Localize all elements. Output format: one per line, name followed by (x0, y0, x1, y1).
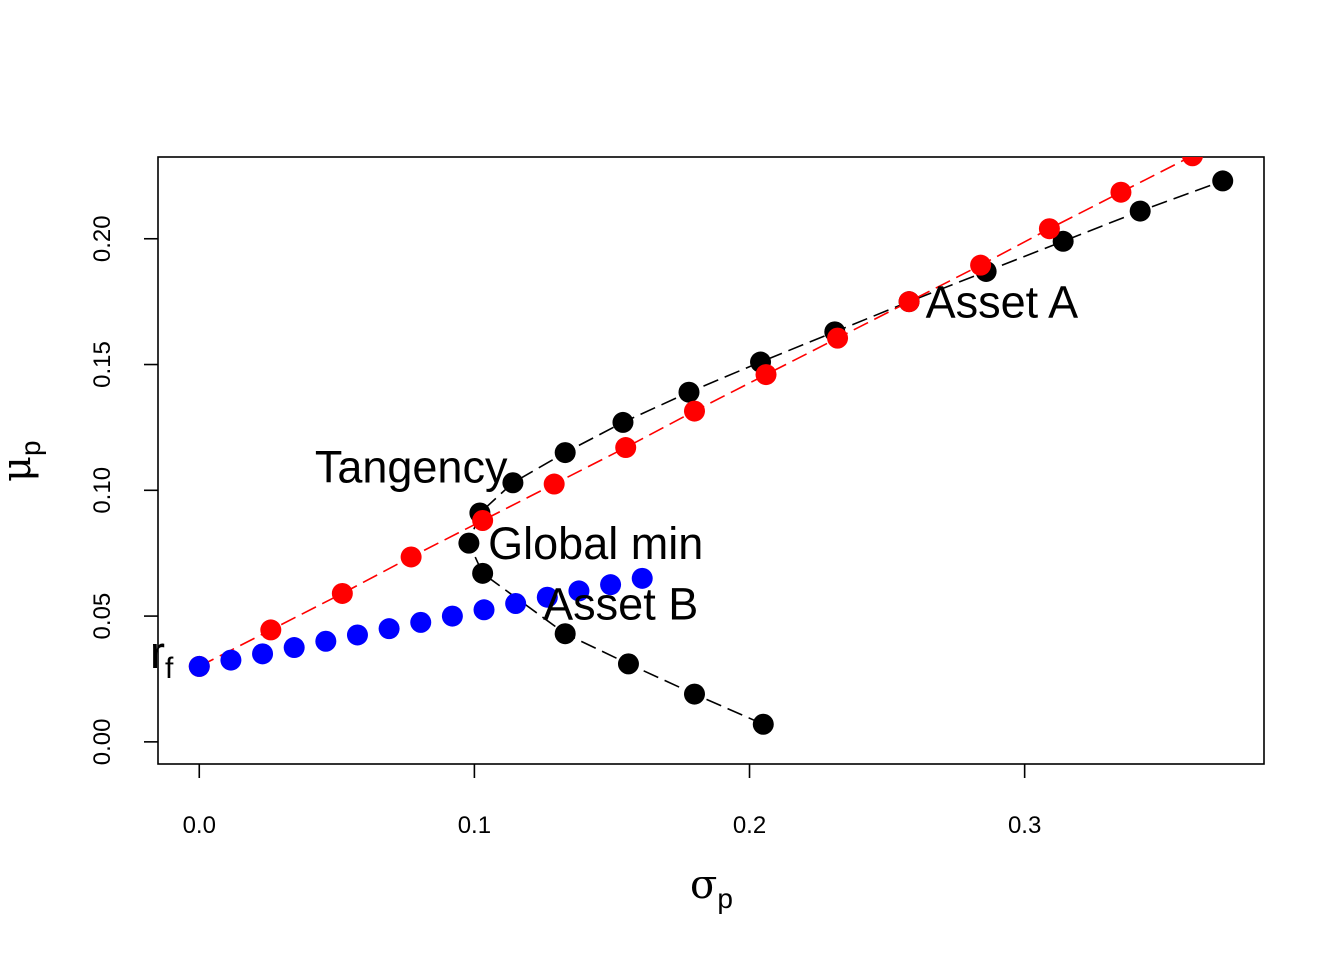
data-point (472, 562, 494, 584)
data-point (331, 582, 353, 604)
data-point (502, 472, 524, 494)
data-point (1212, 170, 1234, 192)
data-point (683, 400, 705, 422)
annotations: Asset A Asset B Global min Tangency (315, 277, 1078, 630)
data-point (568, 580, 590, 602)
data-point (755, 364, 777, 386)
data-point (315, 630, 337, 652)
rf-label: rf (150, 627, 174, 685)
data-point (472, 509, 494, 531)
annotation-label: Tangency (315, 441, 508, 492)
data-point (1182, 157, 1203, 167)
annotation-label: Asset B (543, 579, 698, 630)
x-tick-label: 0.1 (458, 812, 491, 839)
series-points (188, 157, 1234, 735)
data-point (827, 327, 849, 349)
y-axis-label: μp (0, 440, 46, 482)
data-point (683, 683, 705, 705)
plot-box (157, 156, 1265, 765)
data-point (410, 611, 432, 633)
data-point (970, 254, 992, 276)
y-tick-label: 0.00 (89, 719, 116, 766)
y-tick-label: 0.10 (89, 467, 116, 514)
y-tick-label: 0.15 (89, 341, 116, 388)
data-point (346, 624, 368, 646)
data-point (505, 593, 527, 615)
data-point (600, 574, 622, 596)
data-point (554, 442, 576, 464)
data-point (260, 619, 282, 641)
x-axis: 0.0 0.1 0.2 0.3 (183, 764, 1041, 839)
data-point (1129, 200, 1151, 222)
data-point (473, 599, 495, 621)
x-tick-label: 0.0 (183, 812, 216, 839)
data-point (220, 649, 242, 671)
y-axis: 0.00 0.05 0.10 0.15 0.20 (89, 215, 158, 765)
data-point (441, 605, 463, 627)
data-point (612, 411, 634, 433)
x-axis-label: σp (690, 862, 733, 914)
y-tick-label: 0.20 (89, 215, 116, 262)
data-point (252, 643, 274, 665)
data-point (678, 381, 700, 403)
data-point (1052, 230, 1074, 252)
annotation-label: Asset A (926, 277, 1079, 328)
data-point (1038, 218, 1060, 240)
data-point (898, 291, 920, 313)
data-point (283, 637, 305, 659)
y-tick-label: 0.05 (89, 593, 116, 640)
x-tick-label: 0.3 (1008, 812, 1041, 839)
data-point (536, 586, 558, 608)
y-axis-label-group: μp (0, 440, 46, 482)
data-point (1110, 181, 1132, 203)
data-point (378, 618, 400, 640)
x-tick-label: 0.2 (733, 812, 766, 839)
data-point (458, 532, 480, 554)
series-line (468, 180, 1224, 725)
data-point (617, 653, 639, 675)
data-point (400, 546, 422, 568)
annotation-label: Global min (488, 518, 703, 569)
data-point (631, 567, 653, 589)
data-point (554, 623, 576, 645)
data-point (543, 473, 565, 495)
data-point (752, 713, 774, 735)
plot-frame (157, 156, 1265, 765)
data-point (188, 655, 210, 677)
data-point (615, 437, 637, 459)
